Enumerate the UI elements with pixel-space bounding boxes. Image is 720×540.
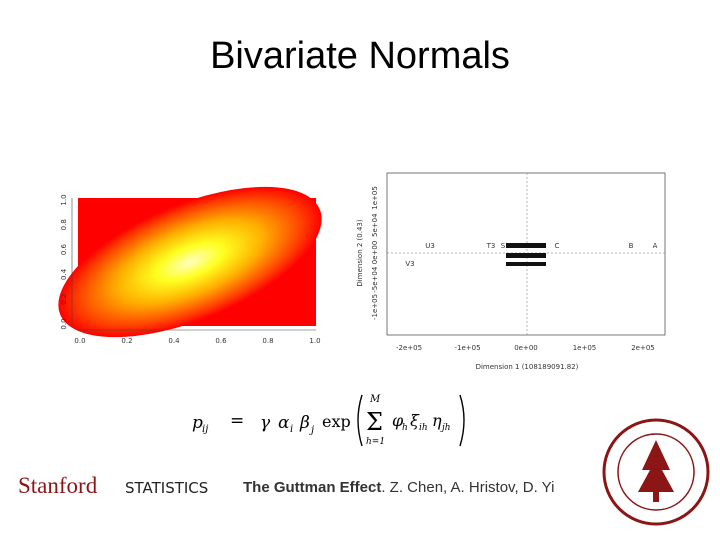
- formula-text: h=1: [366, 437, 385, 447]
- y-tick-label: 1.0: [60, 194, 68, 205]
- point-cluster: [506, 243, 546, 248]
- x-tick-label: 0e+00: [514, 344, 538, 352]
- y-tick-label: 0.8: [60, 219, 68, 230]
- y-tick-label: 0.6: [60, 243, 68, 255]
- x-tick-label: 0.4: [168, 337, 180, 345]
- authors: . Z. Chen, A. Hristov, D. Yi: [381, 479, 554, 496]
- formula-text: p: [192, 413, 203, 433]
- formula-text: γ: [260, 413, 271, 433]
- y-axis-label: Dimension 2 (0.43): [356, 219, 364, 286]
- formula-text: h: [402, 423, 408, 433]
- scatter-point-labels: U3 T3 S C B A V3: [405, 242, 657, 268]
- point-label: V3: [405, 260, 414, 268]
- y-tick-label: -5e+04: [371, 266, 379, 293]
- formula-text: α: [278, 413, 290, 433]
- formula-text: jh: [440, 423, 451, 433]
- brand: Stanford: [18, 473, 98, 498]
- x-tick-label: 1.0: [309, 337, 320, 345]
- formula: p ij = γ α i β j exp M Σ h=1 φ h ξ ih η …: [192, 394, 465, 447]
- formula-text: ξ: [410, 411, 420, 430]
- heatmap-density: [58, 186, 322, 338]
- y-tick-label: 1e+05: [371, 186, 379, 210]
- heatmap-x-ticks: 0.0 0.2 0.4 0.6 0.8 1.0: [74, 337, 320, 345]
- y-tick-label: -1e+05: [371, 294, 379, 320]
- plot-frame: [386, 172, 666, 336]
- scatter-plot: [386, 172, 666, 336]
- paren: [459, 394, 465, 447]
- slide-title: Bivariate Normals: [210, 35, 510, 77]
- x-tick-label: -1e+05: [454, 344, 480, 352]
- y-tick-label: 0e+00: [371, 241, 379, 265]
- formula-text: M: [369, 394, 381, 405]
- point-cluster: [506, 253, 546, 258]
- point-label: U3: [425, 242, 435, 250]
- paren: [357, 394, 363, 447]
- formula-text: j: [309, 425, 314, 436]
- seal-ring: [602, 418, 710, 526]
- point-label: B: [629, 242, 634, 250]
- heatmap: [58, 186, 322, 338]
- formula-text: exp: [322, 412, 351, 431]
- heatmap-y-ticks: 0.0 0.2 0.4 0.6 0.8 1.0: [60, 194, 68, 329]
- point-cluster: [506, 262, 546, 266]
- point-label: S: [501, 242, 506, 250]
- y-tick-label: 0.2: [60, 294, 68, 305]
- point-label: A: [653, 242, 658, 250]
- x-tick-label: 0.6: [215, 337, 227, 345]
- formula-text: φ: [392, 411, 404, 430]
- seal-ring: [617, 433, 695, 511]
- seal-trunk: [653, 492, 659, 502]
- formula-text: =: [230, 411, 244, 431]
- scatter-x-ticks: -2e+05 -1e+05 0e+00 1e+05 2e+05: [396, 344, 655, 352]
- dept: STATISTICS: [125, 479, 208, 497]
- y-tick-label: 0.4: [60, 268, 68, 280]
- formula-text: Σ: [366, 408, 383, 436]
- citation: The Guttman Effect. Z. Chen, A. Hristov,…: [243, 479, 554, 496]
- x-tick-label: 2e+05: [631, 344, 655, 352]
- x-tick-label: 0.0: [74, 337, 85, 345]
- x-tick-label: 1e+05: [573, 344, 597, 352]
- x-tick-label: -2e+05: [396, 344, 422, 352]
- point-label: T3: [486, 242, 496, 250]
- point-label: C: [555, 242, 560, 250]
- formula-text: i: [290, 424, 293, 435]
- x-tick-label: 0.2: [121, 337, 132, 345]
- formula-text: η: [432, 411, 442, 430]
- seal-tree: [638, 440, 674, 492]
- paper-title: The Guttman Effect: [243, 479, 381, 496]
- formula-text: ih: [419, 423, 428, 433]
- formula-text: ij: [202, 424, 208, 435]
- y-tick-label: 0.0: [60, 318, 68, 329]
- x-tick-label: 0.8: [262, 337, 273, 345]
- formula-text: β: [299, 413, 310, 433]
- x-axis-label: Dimension 1 (108189091.82): [476, 363, 579, 371]
- seal: [602, 418, 710, 526]
- y-tick-label: 5e+04: [371, 213, 379, 237]
